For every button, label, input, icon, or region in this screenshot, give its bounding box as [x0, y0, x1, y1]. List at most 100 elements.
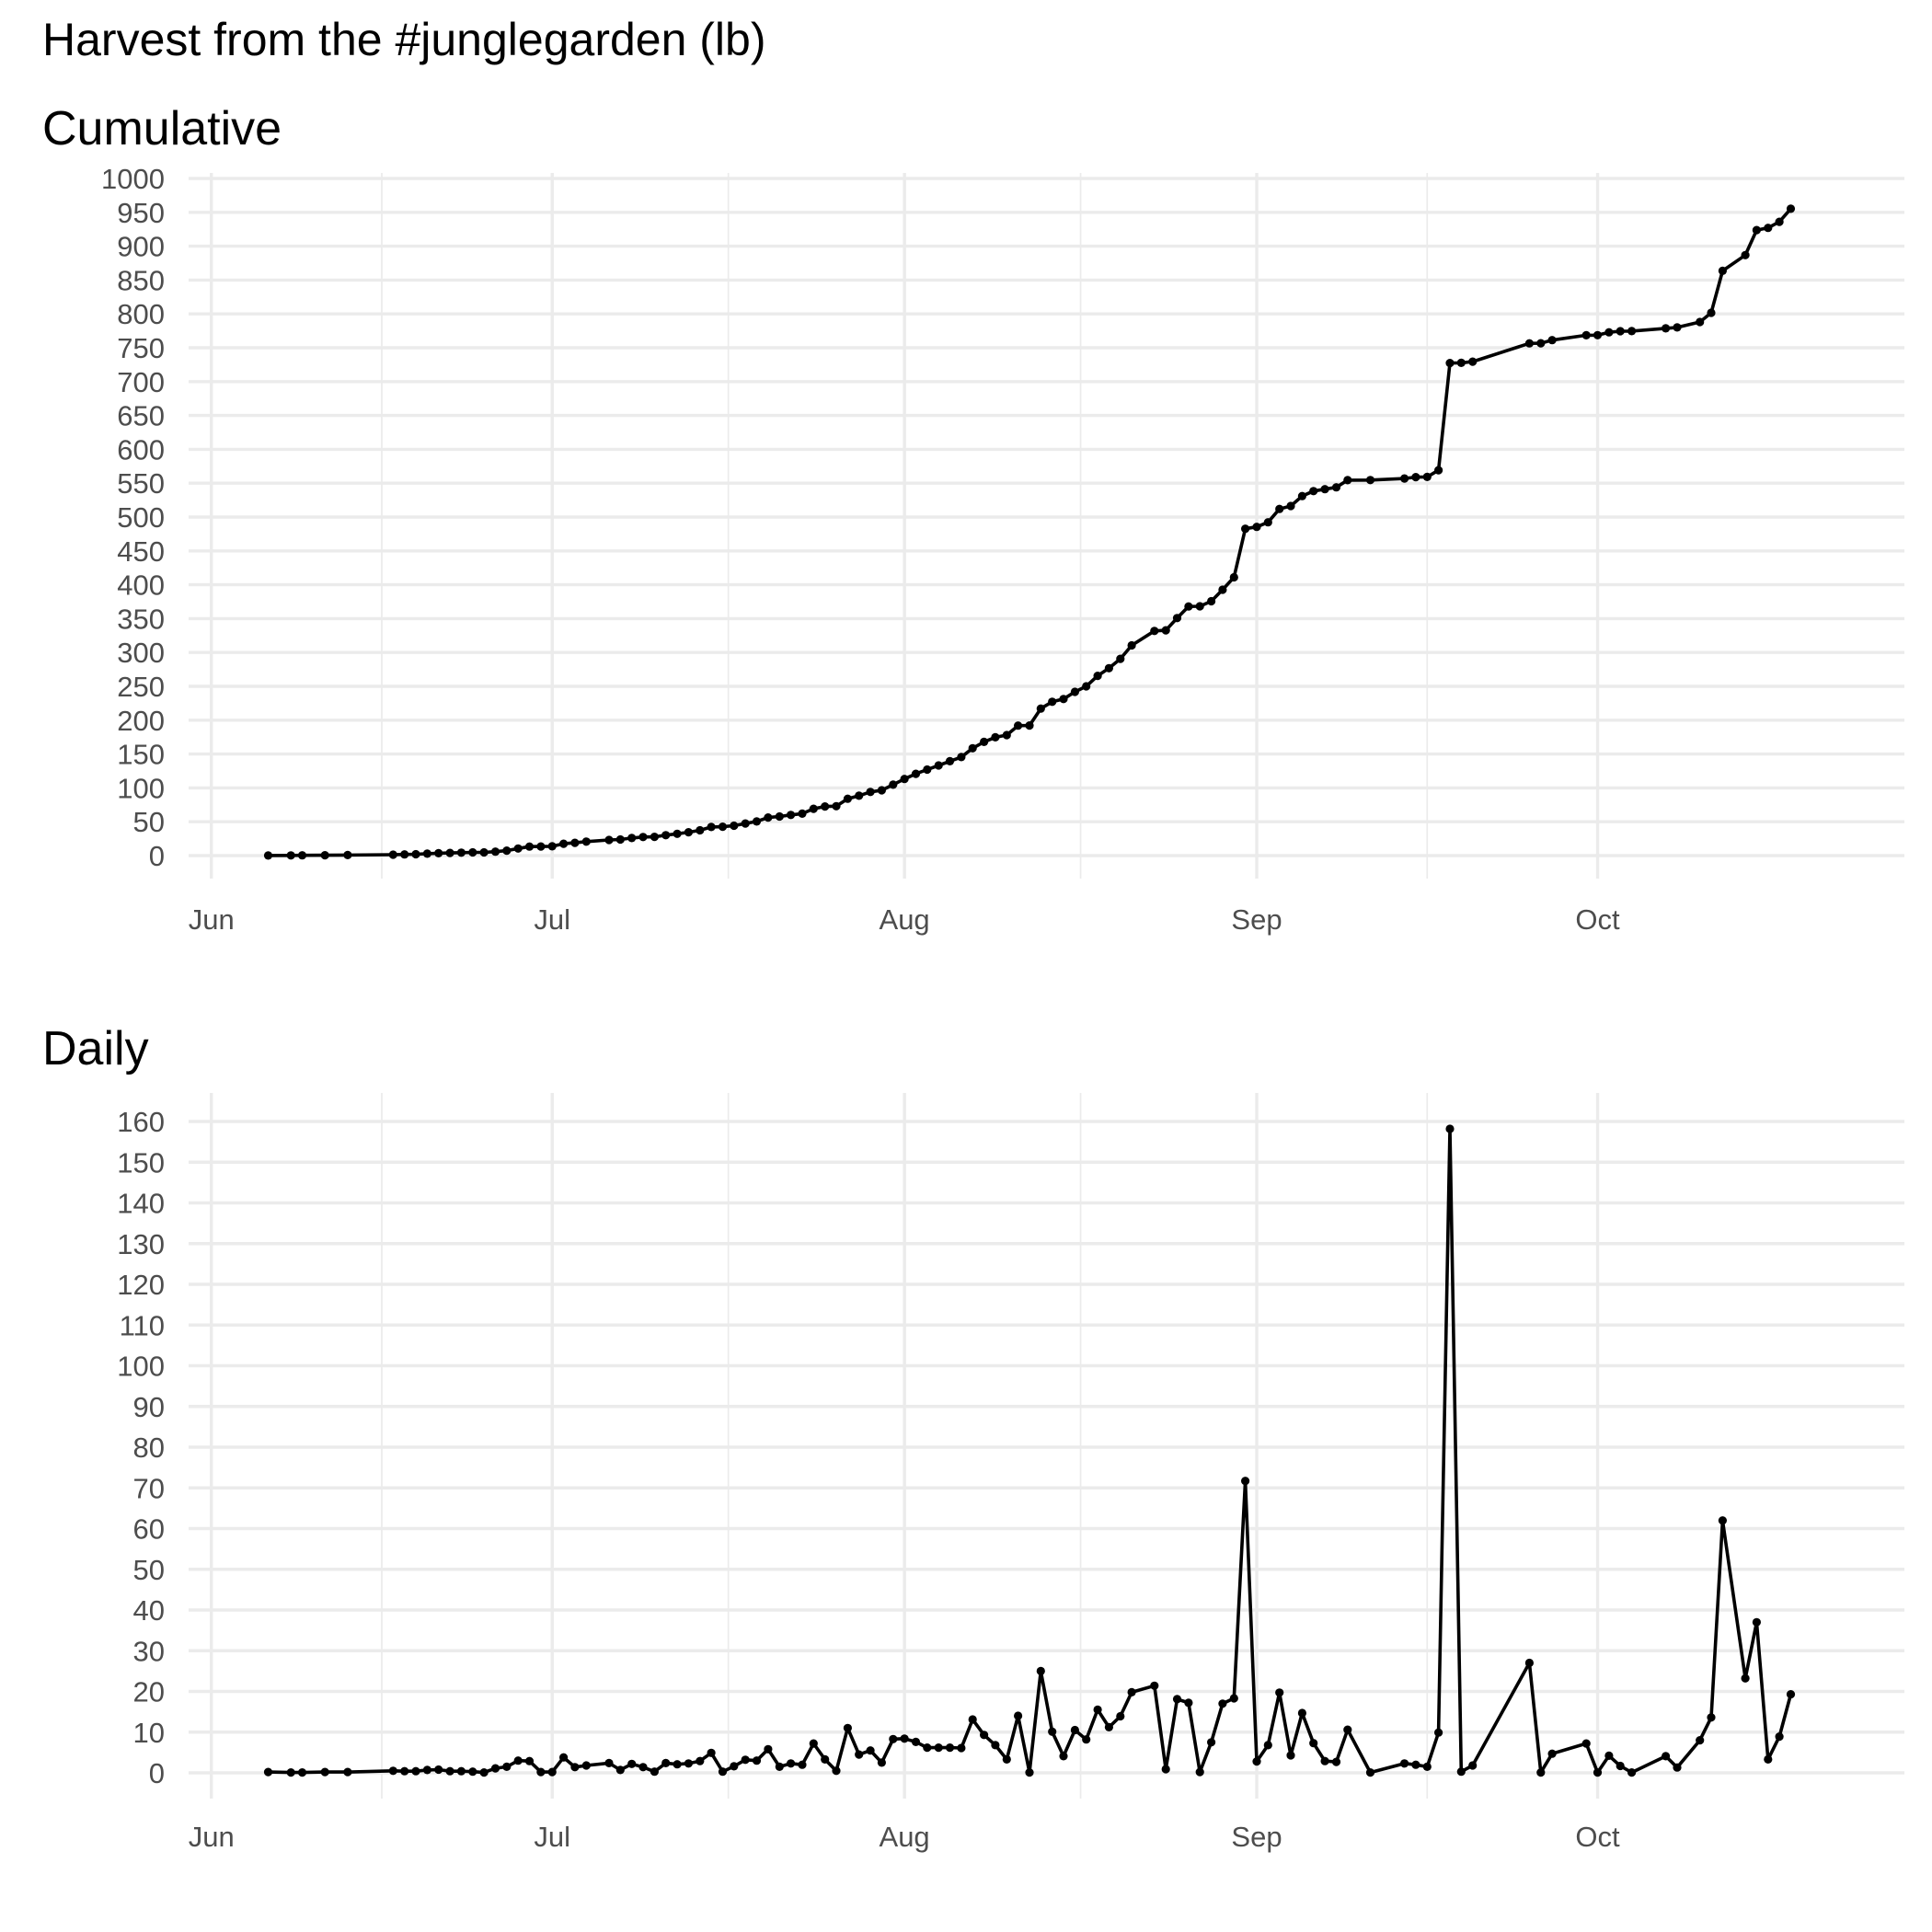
daily-data-point	[661, 1759, 670, 1767]
daily-y-tick-label: 160	[117, 1106, 165, 1138]
daily-data-point	[411, 1767, 420, 1776]
cumulative-y-tick-label: 600	[117, 433, 165, 466]
daily-data-point	[1627, 1768, 1636, 1777]
daily-y-tick-label: 150	[117, 1146, 165, 1179]
daily-data-point	[1423, 1763, 1432, 1771]
cumulative-data-point	[559, 840, 568, 848]
cumulative-data-point	[661, 831, 670, 839]
daily-data-point	[1286, 1751, 1294, 1759]
cumulative-data-point	[423, 849, 431, 857]
cumulative-data-point	[1582, 331, 1591, 339]
cumulative-data-point	[264, 851, 272, 859]
cumulative-data-point	[1309, 487, 1317, 495]
cumulative-panel: 0501001502002503003504004505005506006507…	[101, 163, 1904, 936]
cumulative-data-point	[1173, 614, 1181, 622]
daily-data-point	[1082, 1735, 1090, 1743]
daily-data-point	[650, 1767, 659, 1776]
cumulative-x-tick-label: Jul	[534, 903, 570, 936]
daily-y-tick-label: 90	[133, 1391, 165, 1423]
cumulative-data-point	[650, 833, 659, 841]
daily-data-point	[638, 1763, 647, 1771]
cumulative-y-tick-label: 650	[117, 400, 165, 432]
cumulative-data-point	[480, 848, 489, 857]
cumulative-data-point	[901, 775, 909, 783]
cumulative-data-point	[1525, 339, 1534, 348]
cumulative-data-point	[446, 849, 454, 857]
cumulative-data-point	[1162, 627, 1170, 635]
daily-data-point	[1230, 1694, 1238, 1702]
cumulative-data-point	[287, 851, 295, 859]
cumulative-data-point	[1753, 226, 1761, 235]
daily-data-point	[1525, 1659, 1534, 1667]
daily-x-tick-label: Aug	[880, 1821, 930, 1853]
cumulative-data-point	[1604, 328, 1613, 337]
cumulative-data-point	[1696, 317, 1704, 326]
daily-data-point	[1719, 1516, 1727, 1524]
cumulative-data-point	[1150, 627, 1158, 635]
cumulative-data-point	[1116, 655, 1124, 663]
cumulative-y-tick-label: 150	[117, 739, 165, 771]
daily-data-point	[878, 1758, 886, 1766]
cumulative-data-point	[787, 811, 795, 819]
daily-data-point	[935, 1743, 943, 1752]
daily-data-point	[1776, 1732, 1784, 1741]
daily-data-point	[1662, 1752, 1670, 1760]
cumulative-data-point	[321, 851, 329, 859]
cumulative-data-point	[1025, 721, 1033, 730]
cumulative-data-point	[1059, 695, 1067, 703]
cumulative-data-point	[969, 744, 977, 753]
daily-data-point	[1059, 1752, 1067, 1760]
cumulative-data-point	[1411, 473, 1420, 481]
cumulative-data-point	[389, 850, 397, 858]
daily-data-point	[389, 1766, 397, 1775]
cumulative-series-line	[269, 209, 1791, 856]
cumulative-data-point	[935, 761, 943, 769]
daily-data-point	[1162, 1765, 1170, 1773]
cumulative-data-point	[491, 847, 500, 856]
daily-data-point	[787, 1759, 795, 1767]
daily-data-point	[1616, 1762, 1625, 1770]
daily-data-point	[1343, 1726, 1351, 1734]
daily-data-point	[901, 1734, 909, 1742]
cumulative-y-tick-label: 1000	[101, 163, 165, 195]
daily-y-tick-label: 140	[117, 1188, 165, 1220]
daily-data-point	[321, 1768, 329, 1777]
daily-data-point	[1207, 1738, 1215, 1746]
cumulative-y-tick-label: 550	[117, 467, 165, 500]
cumulative-x-tick-label: Jun	[189, 903, 235, 936]
cumulative-data-point	[627, 834, 636, 842]
cumulative-data-point	[1332, 483, 1340, 491]
cumulative-data-point	[957, 753, 965, 761]
daily-data-point	[1434, 1729, 1443, 1737]
daily-data-point	[1150, 1682, 1158, 1690]
cumulative-y-tick-label: 700	[117, 366, 165, 398]
daily-data-point	[1037, 1667, 1045, 1675]
cumulative-data-point	[548, 842, 557, 850]
cumulative-data-point	[1105, 664, 1113, 673]
daily-y-tick-label: 20	[133, 1676, 165, 1708]
daily-y-tick-label: 10	[133, 1717, 165, 1749]
daily-data-point	[525, 1757, 534, 1765]
cumulative-data-point	[1776, 218, 1784, 226]
daily-data-point	[707, 1749, 716, 1757]
cumulative-data-point	[1003, 730, 1011, 739]
cumulative-data-point	[411, 850, 420, 858]
daily-data-point	[1025, 1768, 1033, 1777]
daily-data-point	[889, 1735, 897, 1743]
daily-y-tick-label: 50	[133, 1554, 165, 1586]
cumulative-y-tick-label: 300	[117, 637, 165, 669]
daily-data-point	[810, 1740, 818, 1748]
daily-data-point	[1128, 1688, 1136, 1696]
daily-series-line	[269, 1129, 1791, 1773]
daily-data-point	[400, 1767, 408, 1776]
cumulative-y-tick-label: 200	[117, 705, 165, 737]
cumulative-data-point	[1457, 359, 1466, 367]
cumulative-data-point	[1719, 267, 1727, 275]
daily-data-point	[502, 1763, 511, 1771]
cumulative-data-point	[764, 813, 772, 822]
daily-data-point	[423, 1765, 431, 1774]
cumulative-data-point	[1094, 672, 1102, 680]
daily-data-point	[1264, 1741, 1272, 1749]
daily-data-point	[1445, 1124, 1454, 1133]
daily-data-point	[923, 1743, 931, 1752]
